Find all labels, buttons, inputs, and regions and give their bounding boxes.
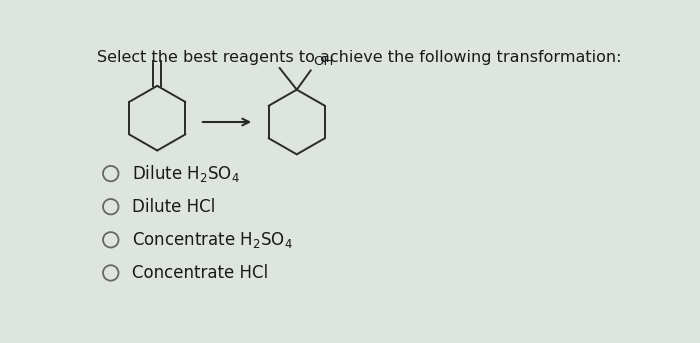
Text: Dilute $\mathregular{H_2SO_4}$: Dilute $\mathregular{H_2SO_4}$ (132, 163, 240, 184)
Text: Dilute HCl: Dilute HCl (132, 198, 216, 216)
Text: Concentrate HCl: Concentrate HCl (132, 264, 269, 282)
Text: Concentrate $\mathregular{H_2SO_4}$: Concentrate $\mathregular{H_2SO_4}$ (132, 230, 293, 250)
Text: Select the best reagents to achieve the following transformation:: Select the best reagents to achieve the … (97, 50, 622, 66)
Text: OH: OH (313, 55, 333, 68)
